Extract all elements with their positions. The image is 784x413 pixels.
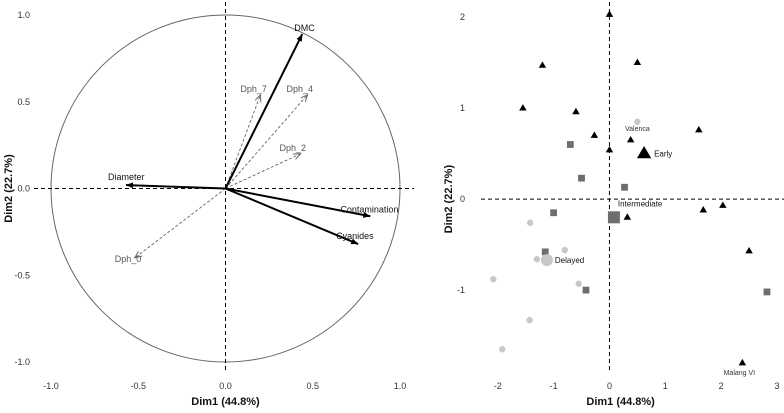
point-label-malang-vi: Malang VI (724, 370, 756, 377)
point-early (605, 10, 614, 17)
variable-label-dph-4: Dph_4 (287, 84, 314, 94)
point-delayed (561, 246, 568, 254)
y-tick-label: -1 (457, 285, 465, 295)
point-delayed (634, 118, 641, 125)
point-early (719, 201, 727, 208)
x-tick-label: 0 (607, 381, 612, 391)
point-intermediate (578, 174, 585, 182)
variable-label-dph-7: Dph_7 (240, 84, 267, 94)
point-intermediate (566, 141, 574, 148)
centroid-delayed (540, 254, 553, 267)
variable-arrow-diameter (126, 182, 226, 190)
point-early (738, 358, 747, 366)
variable-arrow-dmc (224, 33, 304, 189)
point-intermediate (621, 183, 628, 191)
point-early (519, 104, 527, 111)
point-early (745, 246, 753, 254)
y-tick-label: -1.0 (14, 357, 30, 367)
point-intermediate (763, 288, 771, 296)
variable-label-contamination: Contamination (340, 204, 398, 214)
point-delayed (533, 255, 541, 263)
y-tick-label: 0 (460, 194, 465, 204)
variable-arrow-cyanides (225, 187, 359, 245)
centroid-label-early: Early (654, 150, 672, 159)
y-tick-label: 1 (460, 103, 465, 113)
x-tick-label: 2 (719, 381, 724, 391)
point-delayed (490, 275, 497, 283)
point-early (699, 206, 708, 213)
point-early (572, 107, 580, 115)
point-early (626, 135, 635, 143)
variable-label-diameter: Diameter (108, 172, 145, 182)
point-delayed (575, 280, 582, 287)
point-early (695, 125, 703, 133)
point-early (605, 145, 614, 153)
point-early (590, 131, 599, 138)
y-tick-label: 1.0 (17, 10, 30, 20)
variable-label-cyanides: Cyanides (336, 231, 374, 241)
supplementary-arrow-dph-2 (225, 154, 301, 189)
point-delayed (526, 219, 534, 226)
x-tick-label: 3 (774, 381, 779, 391)
point-intermediate (541, 248, 549, 256)
y-tick-label: -0.5 (14, 270, 30, 280)
centroid-label-delayed: Delayed (555, 256, 584, 265)
y-tick-label: 2 (460, 12, 465, 22)
x-axis-title: Dim1 (44.8%) (191, 396, 260, 408)
x-tick-label: -1.0 (43, 381, 59, 391)
point-early (623, 213, 632, 220)
point-early (538, 61, 547, 68)
centroid-intermediate (607, 211, 620, 224)
y-axis-title: Dim2 (22.7%) (3, 154, 15, 223)
point-intermediate (550, 209, 558, 217)
centroid-label-intermediate: Intermediate (618, 199, 663, 208)
variable-label-dmc: DMC (294, 23, 315, 33)
x-axis-title: Dim1 (44.8%) (586, 396, 655, 408)
supplementary-arrow-dph-0 (135, 188, 226, 258)
point-delayed (526, 316, 533, 324)
centroid-early (636, 145, 652, 159)
variable-label-dph-2: Dph_2 (280, 143, 307, 153)
x-tick-label: 0.0 (219, 381, 232, 391)
x-tick-label: -0.5 (130, 381, 146, 391)
x-tick-label: 1 (663, 381, 668, 391)
x-tick-label: -2 (494, 381, 502, 391)
individuals-map-panel: -2 -1 0 1 2 3 -1 0 1 2 Dim1 (44.8%) Dim2 (22.7%) Val… (443, 2, 784, 408)
variables-correlation-circle-panel: -1.0 -0.5 0.0 0.5 1.0 -1.0 -0.5 0.0 0.5 1.0 Dim1 (… (3, 2, 414, 408)
y-tick-label: 0.5 (17, 97, 30, 107)
point-early (633, 58, 642, 66)
point-label-valenca: Valenca (625, 126, 650, 133)
variable-label-dph-0: Dph_0 (115, 254, 142, 264)
point-delayed (499, 346, 506, 353)
point-intermediate (582, 286, 590, 294)
variable-arrow-contamination (225, 187, 371, 218)
y-axis-title: Dim2 (22.7%) (443, 165, 455, 234)
supplementary-arrow-dph-4 (225, 95, 308, 189)
supplementary-arrow-dph-7 (225, 95, 261, 189)
x-tick-label: 1.0 (394, 381, 407, 391)
x-tick-label: -1 (550, 381, 558, 391)
x-tick-label: 0.5 (306, 381, 319, 391)
y-tick-label: 0.0 (17, 184, 30, 194)
